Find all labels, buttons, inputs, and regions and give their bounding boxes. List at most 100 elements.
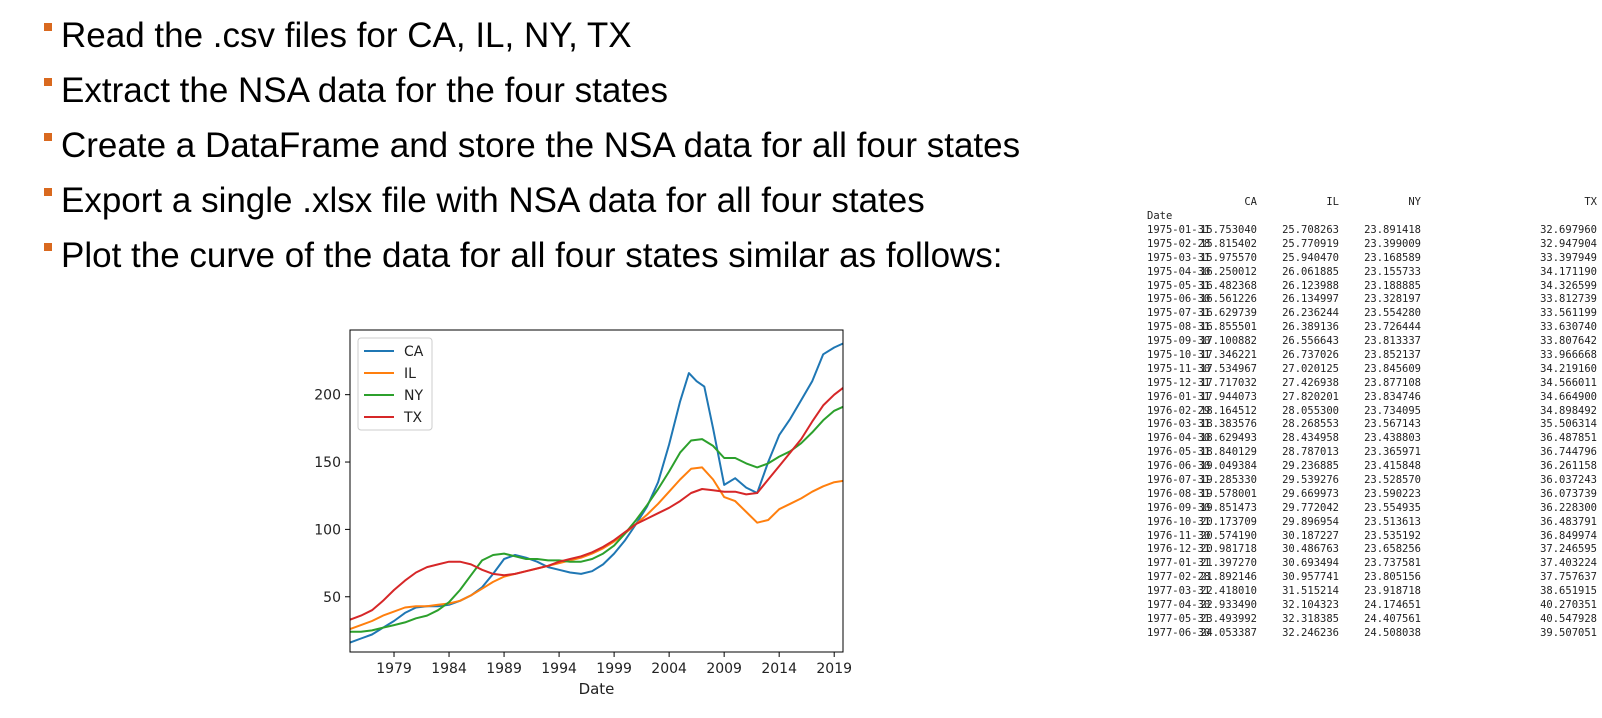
cell-ny: 23.734095: [1364, 404, 1421, 417]
x-tick-label: 1984: [431, 661, 467, 677]
cell-ny: 23.155733: [1364, 265, 1421, 278]
bullet-marker-icon: [44, 188, 52, 196]
cell-date: 1975-12-31: [1147, 376, 1211, 389]
table-row: 1975-05-31 16.482368 26.123988 23.188885 34.…: [1145, 280, 1597, 294]
cell-date: 1975-08-31: [1147, 321, 1211, 334]
x-tick-label: 2014: [761, 661, 797, 677]
cell-ny: 23.877108: [1364, 376, 1421, 389]
cell-ca: 15.753040: [1200, 224, 1257, 236]
cell-tx: 33.807642: [1540, 335, 1597, 348]
table-row: 1975-01-31 15.753040 25.708263 23.891418 32.…: [1145, 224, 1597, 238]
cell-date: 1975-07-31: [1147, 307, 1211, 320]
cell-ca: 17.100882: [1200, 335, 1257, 348]
cell-date: 1975-01-31: [1147, 224, 1211, 236]
cell-tx: 36.228300: [1540, 501, 1597, 514]
cell-date: 1976-10-31: [1147, 515, 1211, 528]
cell-ca: 24.053387: [1200, 626, 1257, 639]
cell-il: 29.236885: [1282, 460, 1339, 473]
table-row: 1977-03-31 22.418010 31.515214 23.918718 38.…: [1145, 585, 1597, 599]
cell-date: 1976-12-31: [1147, 543, 1211, 556]
table-row: 1976-12-31 20.981718 30.486763 23.658256 37.…: [1145, 543, 1597, 557]
cell-ny: 23.805156: [1364, 571, 1421, 584]
table-row: 1975-08-31 16.855501 26.389136 23.726444 33.…: [1145, 321, 1597, 335]
cell-date: 1977-06-30: [1147, 626, 1211, 639]
cell-ny: 23.567143: [1364, 418, 1421, 431]
cell-ny: 23.852137: [1364, 349, 1421, 362]
cell-ny: 23.438803: [1364, 432, 1421, 445]
legend-label-il: IL: [404, 366, 416, 382]
cell-ny: 23.365971: [1364, 446, 1421, 459]
cell-ca: 16.855501: [1200, 321, 1257, 334]
table-row: 1976-10-31 20.173709 29.896954 23.513613 36.…: [1145, 516, 1597, 530]
cell-date: 1975-10-31: [1147, 349, 1211, 362]
cell-tx: 36.037243: [1540, 474, 1597, 487]
cell-date: 1975-02-28: [1147, 237, 1211, 250]
cell-ca: 20.173709: [1200, 515, 1257, 528]
table-row: 1975-07-31 16.629739 26.236244 23.554280 33.…: [1145, 307, 1597, 321]
cell-il: 30.957741: [1282, 571, 1339, 584]
x-tick-label: 1999: [596, 661, 632, 677]
cell-il: 26.134997: [1282, 293, 1339, 306]
cell-ca: 22.933490: [1200, 599, 1257, 612]
cell-il: 26.061885: [1282, 265, 1339, 278]
cell-date: 1976-05-31: [1147, 446, 1211, 459]
table-row: 1976-02-29 18.164512 28.055300 23.734095 34.…: [1145, 405, 1597, 419]
bullet-item: Extract the NSA data for the four states: [42, 69, 1020, 124]
cell-tx: 34.898492: [1540, 404, 1597, 417]
column-header-ny: NY: [1408, 196, 1421, 208]
cell-ca: 17.717032: [1200, 376, 1257, 389]
bullet-list: Read the .csv files for CA, IL, NY, TX E…: [42, 14, 1020, 289]
cell-tx: 37.403224: [1540, 557, 1597, 570]
cell-ca: 16.482368: [1200, 279, 1257, 292]
cell-il: 25.770919: [1282, 237, 1339, 250]
table-row: 1976-03-31 18.383576 28.268553 23.567143 35.…: [1145, 418, 1597, 432]
cell-ny: 23.399009: [1364, 237, 1421, 250]
cell-ca: 15.975570: [1200, 251, 1257, 264]
cell-tx: 34.326599: [1540, 279, 1597, 292]
cell-ny: 23.554935: [1364, 501, 1421, 514]
cell-ca: 18.840129: [1200, 446, 1257, 459]
cell-ca: 18.629493: [1200, 432, 1257, 445]
x-tick-label: 1989: [486, 661, 522, 677]
legend-label-ca: CA: [404, 344, 424, 360]
table-row: 1976-09-30 19.851473 29.772042 23.554935 36.…: [1145, 502, 1597, 516]
column-header-il: IL: [1326, 196, 1339, 208]
index-label: Date: [1147, 210, 1173, 222]
cell-il: 25.708263: [1282, 224, 1339, 236]
bullet-marker-icon: [44, 23, 52, 31]
cell-tx: 34.219160: [1540, 362, 1597, 375]
cell-tx: 40.547928: [1540, 612, 1597, 625]
bullet-item: Export a single .xlsx file with NSA data…: [42, 179, 1020, 234]
cell-tx: 36.483791: [1540, 515, 1597, 528]
cell-ny: 23.845609: [1364, 362, 1421, 375]
cell-ca: 21.397270: [1200, 557, 1257, 570]
cell-ca: 19.851473: [1200, 501, 1257, 514]
cell-ca: 21.892146: [1200, 571, 1257, 584]
cell-ca: 20.981718: [1200, 543, 1257, 556]
cell-ny: 23.658256: [1364, 543, 1421, 556]
cell-il: 32.318385: [1282, 612, 1339, 625]
cell-tx: 35.506314: [1540, 418, 1597, 431]
table-row: 1976-05-31 18.840129 28.787013 23.365971 36.…: [1145, 446, 1597, 460]
table-row: 1977-02-28 21.892146 30.957741 23.805156 37.…: [1145, 571, 1597, 585]
cell-date: 1977-03-31: [1147, 585, 1211, 598]
cell-il: 27.426938: [1282, 376, 1339, 389]
x-tick-label: 1994: [541, 661, 577, 677]
cell-tx: 33.397949: [1540, 251, 1597, 264]
table-row: 1975-04-30 16.250012 26.061885 23.155733 34.…: [1145, 266, 1597, 280]
cell-il: 25.940470: [1282, 251, 1339, 264]
cell-tx: 37.757637: [1540, 571, 1597, 584]
cell-ca: 17.534967: [1200, 362, 1257, 375]
cell-ny: 23.188885: [1364, 279, 1421, 292]
cell-ca: 16.629739: [1200, 307, 1257, 320]
cell-date: 1976-08-31: [1147, 487, 1211, 500]
cell-tx: 40.270351: [1540, 599, 1597, 612]
cell-date: 1975-04-30: [1147, 265, 1211, 278]
cell-date: 1976-09-30: [1147, 501, 1211, 514]
cell-tx: 34.171190: [1540, 265, 1597, 278]
cell-ca: 18.164512: [1200, 404, 1257, 417]
plot-frame: [349, 329, 844, 653]
table-row: 1975-12-31 17.717032 27.426938 23.877108 34.…: [1145, 377, 1597, 391]
table-row: 1975-09-30 17.100882 26.556643 23.813337 33.…: [1145, 335, 1597, 349]
bullet-text: Create a DataFrame and store the NSA dat…: [61, 126, 1021, 165]
